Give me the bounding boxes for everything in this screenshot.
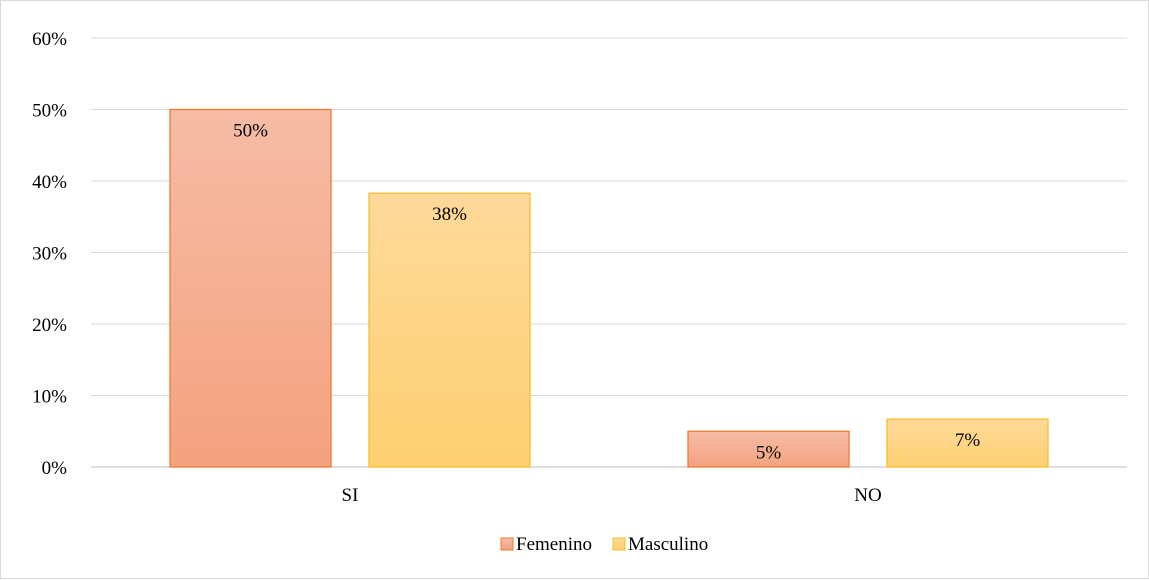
bar-femenino-si	[169, 108, 332, 468]
y-tick-label: 10%	[32, 387, 67, 408]
y-tick-label: 0%	[42, 458, 68, 479]
data-label: 50%	[233, 121, 268, 142]
bars	[169, 108, 1049, 468]
data-label: 38%	[432, 204, 467, 225]
y-tick-label: 60%	[32, 29, 67, 50]
bar-masculino-no	[886, 418, 1049, 468]
y-axis-tick-labels: 0% 10% 20% 30% 40% 50% 60%	[32, 29, 67, 479]
y-tick-label: 30%	[32, 244, 67, 265]
data-labels: 50% 38% 5% 7%	[233, 121, 980, 464]
bar-masculino-si	[368, 192, 531, 468]
data-label: 7%	[955, 430, 981, 451]
legend-label-femenino: Femenino	[516, 534, 592, 555]
legend-label-masculino: Masculino	[628, 534, 708, 555]
legend-swatch-masculino	[612, 537, 626, 551]
legend: Femenino Masculino	[500, 534, 708, 555]
y-tick-label: 50%	[32, 101, 67, 122]
x-tick-label: NO	[854, 485, 881, 506]
y-tick-label: 40%	[32, 172, 67, 193]
bar-femenino-no	[687, 430, 850, 468]
legend-swatch-femenino	[500, 537, 514, 551]
x-axis-tick-labels: SI NO	[342, 485, 882, 506]
y-tick-label: 20%	[32, 315, 67, 336]
data-label: 5%	[756, 442, 782, 463]
x-tick-label: SI	[342, 485, 359, 506]
